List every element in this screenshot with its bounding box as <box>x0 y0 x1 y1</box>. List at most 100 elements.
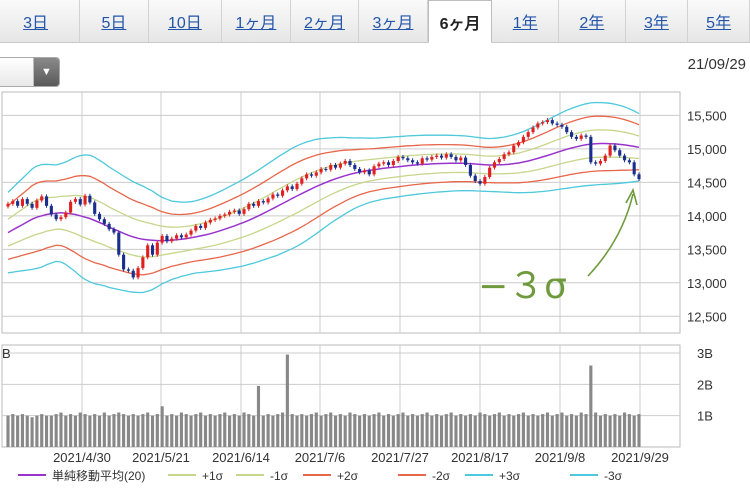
tab-10日[interactable]: 10日 <box>148 0 223 42</box>
tab-5日[interactable]: 5日 <box>80 0 149 42</box>
volume-bar <box>386 414 391 447</box>
tab-3日[interactable]: 3日 <box>0 0 81 42</box>
volume-bar <box>16 415 20 447</box>
candle-body <box>141 257 145 269</box>
candle-body <box>112 229 116 233</box>
volume-bar <box>444 414 448 447</box>
legend-label-p3: +3σ <box>499 469 521 483</box>
volume-bar <box>396 414 400 447</box>
as-of-date: 21/09/29 <box>687 56 746 73</box>
chevron-down-icon[interactable]: ▼ <box>33 58 59 86</box>
volume-bar <box>305 415 309 447</box>
legend-label-m3: -3σ <box>604 469 623 483</box>
candle-body <box>93 202 97 214</box>
volume-bar <box>40 414 44 447</box>
candle-body <box>276 194 280 196</box>
volume-bar <box>435 414 439 447</box>
volume-bar <box>372 414 376 447</box>
volume-bar <box>44 415 49 447</box>
tab-2ヶ月[interactable]: 2ヶ月 <box>290 0 360 42</box>
price-tick-label: 12,500 <box>687 309 727 324</box>
candle-body <box>49 205 53 215</box>
tab-1ヶ月[interactable]: 1ヶ月 <box>222 0 291 42</box>
volume-bar <box>319 415 323 447</box>
volume-bar <box>59 412 63 447</box>
volume-bar <box>11 414 15 447</box>
volume-bar <box>35 415 39 447</box>
volume-bar <box>478 412 482 447</box>
legend-label-p2: +2σ <box>337 469 359 483</box>
candle-body <box>16 201 20 206</box>
volume-bar <box>131 414 135 447</box>
volume-bar <box>492 414 497 447</box>
candle-body <box>208 219 212 223</box>
candle-body <box>324 168 328 170</box>
volume-bar <box>88 415 92 447</box>
volume-bar <box>608 415 612 447</box>
candle-body <box>20 199 25 206</box>
volume-bar <box>545 412 550 447</box>
volume-bar <box>622 412 627 447</box>
tab-3年[interactable]: 3年 <box>625 0 689 42</box>
volume-bar <box>464 415 468 447</box>
volume-bar <box>613 414 617 447</box>
candle-body <box>59 217 63 220</box>
volume-bar <box>362 414 367 447</box>
price-tick-label: 15,500 <box>687 108 727 123</box>
candle-body <box>131 270 135 278</box>
volume-bar <box>497 412 501 447</box>
volume-bar <box>112 414 116 447</box>
volume-bar <box>565 415 569 447</box>
volume-bar <box>618 415 622 447</box>
tab-3ヶ月[interactable]: 3ヶ月 <box>359 0 428 42</box>
volume-bar <box>170 414 174 447</box>
candle-body <box>6 203 10 207</box>
candle-body <box>44 196 49 206</box>
volume-bar <box>343 415 347 447</box>
candle-body <box>358 168 362 173</box>
volume-bar <box>232 414 236 447</box>
date-tick-label: 2021/5/21 <box>132 450 190 465</box>
volume-bar <box>314 412 318 447</box>
candle-body <box>478 181 482 184</box>
candle-body <box>175 235 179 239</box>
candle-body <box>589 136 593 163</box>
candle-body <box>295 183 299 190</box>
tab-1年[interactable]: 1年 <box>492 0 560 42</box>
volume-bar <box>30 417 34 447</box>
volume-bar <box>531 414 535 447</box>
candle-body <box>136 268 140 278</box>
volume-bar <box>401 412 405 447</box>
volume-bar <box>285 354 289 447</box>
volume-bar <box>146 412 150 447</box>
candle-body <box>439 155 444 158</box>
band-p2 <box>7 115 640 216</box>
period-select[interactable]: ▼ <box>0 57 60 87</box>
candle-body <box>507 152 511 155</box>
tab-6ヶ月[interactable]: 6ヶ月 <box>427 0 493 43</box>
volume-bar <box>73 415 78 447</box>
candle-body <box>184 234 188 238</box>
volume-bar <box>579 412 583 447</box>
candle-body <box>560 124 564 127</box>
volume-bar <box>54 414 58 447</box>
candle-body <box>449 154 453 157</box>
candle-body <box>618 150 622 156</box>
tab-5年[interactable]: 5年 <box>688 0 750 42</box>
volume-bar <box>228 415 232 447</box>
candle-body <box>348 160 352 165</box>
candle-body <box>247 203 251 210</box>
candle-body <box>386 162 391 165</box>
volume-bar <box>324 414 328 447</box>
candle-body <box>594 162 598 164</box>
candle-body <box>107 223 111 230</box>
candle-body <box>64 212 68 218</box>
candle-body <box>305 174 309 179</box>
tab-2年[interactable]: 2年 <box>559 0 626 42</box>
candle-body <box>261 201 265 203</box>
volume-bar <box>507 414 511 447</box>
candle-body <box>536 123 540 128</box>
date-tick-label: 2021/7/6 <box>295 450 346 465</box>
date-tick-label: 2021/7/27 <box>371 450 429 465</box>
candle-body <box>83 195 87 205</box>
